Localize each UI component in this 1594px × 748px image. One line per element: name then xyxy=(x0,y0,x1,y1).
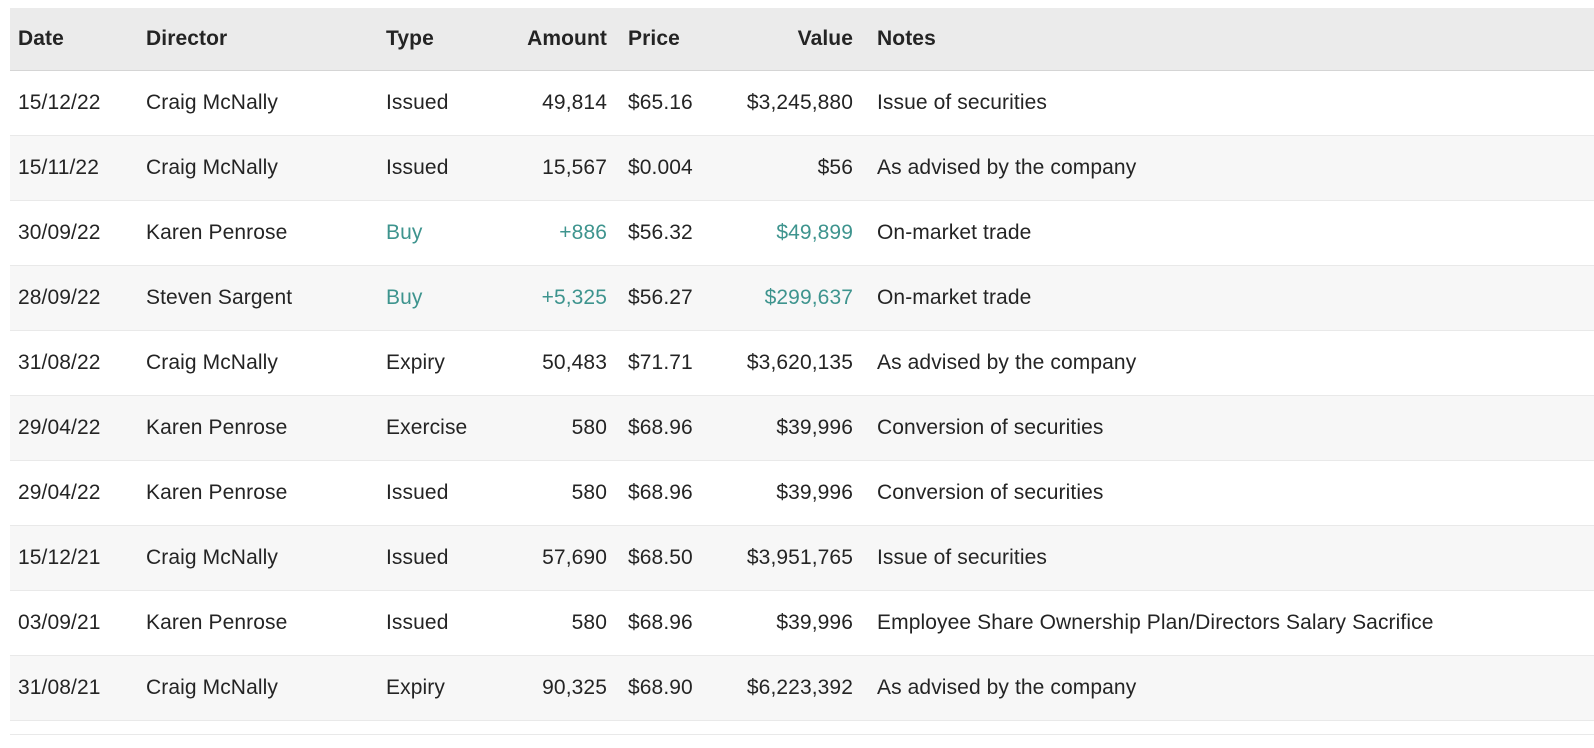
table-row: 28/09/22 Steven Sargent Buy +5,325 $56.27 $29… xyxy=(10,265,1594,331)
cell-notes: Conversion of securities xyxy=(853,395,1594,461)
cell-amount: 57,690 xyxy=(498,525,607,591)
cell-value: $39,996 xyxy=(727,395,853,461)
cell-director: Craig McNally xyxy=(146,70,386,136)
cell-value: $6,223,392 xyxy=(727,655,853,721)
cell-amount: 49,814 xyxy=(498,70,607,136)
cell-price: $65.16 xyxy=(607,70,727,136)
cell-notes: As advised by the company xyxy=(853,655,1594,721)
cell-value: $39,996 xyxy=(727,590,853,656)
cell-notes: Issue of securities xyxy=(853,70,1594,136)
table-row: 31/08/21 Craig McNally Expiry 90,325 $68.90 $… xyxy=(10,655,1594,721)
cell-director: Craig McNally xyxy=(146,655,386,721)
table-row: 15/12/21 Craig McNally Issued 57,690 $68.50 $… xyxy=(10,525,1594,591)
column-header-director: Director xyxy=(146,8,386,71)
cell-date: 29/04/22 xyxy=(10,395,146,461)
cell-amount: 580 xyxy=(498,460,607,526)
table-row: 15/11/22 Craig McNally Issued 15,567 $0.004 $… xyxy=(10,135,1594,201)
table-header-row: Date Director Type Amount Price Value Notes xyxy=(10,8,1594,71)
cell-value: $39,996 xyxy=(727,460,853,526)
cell-notes: As advised by the company xyxy=(853,135,1594,201)
cell-value: $3,245,880 xyxy=(727,70,853,136)
cell-value: $3,951,765 xyxy=(727,525,853,591)
column-header-price: Price xyxy=(607,8,727,71)
table-header: Date Director Type Amount Price Value Notes xyxy=(10,8,1594,71)
cell-director: Craig McNally xyxy=(146,330,386,396)
column-header-notes: Notes xyxy=(853,8,1594,71)
cell-price: $68.96 xyxy=(607,395,727,461)
cell-date: 28/09/22 xyxy=(10,265,146,331)
cell-price: $56.27 xyxy=(607,265,727,331)
cell-price: $71.71 xyxy=(607,330,727,396)
cell-value: $3,620,135 xyxy=(727,330,853,396)
cell-price: $68.90 xyxy=(607,655,727,721)
cell-director: Karen Penrose xyxy=(146,460,386,526)
cell-director: Karen Penrose xyxy=(146,200,386,266)
cell-date: 03/09/21 xyxy=(10,590,146,656)
cell-amount: 15,567 xyxy=(498,135,607,201)
cell-director: Karen Penrose xyxy=(146,590,386,656)
table-row: 29/04/22 Karen Penrose Exercise 580 $68.96 $3… xyxy=(10,395,1594,461)
column-header-amount: Amount xyxy=(498,8,607,71)
cell-type: Expiry xyxy=(386,655,498,721)
cell-price: $68.96 xyxy=(607,590,727,656)
cell-director: Steven Sargent xyxy=(146,265,386,331)
cell-director: Craig McNally xyxy=(146,135,386,201)
cell-date: 31/08/22 xyxy=(10,330,146,396)
cell-notes: As advised by the company xyxy=(853,330,1594,396)
table-row: 15/12/22 Craig McNally Issued 49,814 $65.16 $… xyxy=(10,70,1594,136)
cell-notes: Employee Share Ownership Plan/Directors … xyxy=(853,590,1594,656)
cell-date: 15/12/22 xyxy=(10,70,146,136)
cell-amount: 50,483 xyxy=(498,330,607,396)
cell-value: $49,899 xyxy=(727,200,853,266)
cell-price: $0.004 xyxy=(607,135,727,201)
cell-date: 29/04/22 xyxy=(10,460,146,526)
cell-amount: +886 xyxy=(498,200,607,266)
insider-transactions-table: Date Director Type Amount Price Value Notes 15… xyxy=(10,8,1594,721)
cell-value: $56 xyxy=(727,135,853,201)
cell-amount: 580 xyxy=(498,395,607,461)
cell-price: $68.50 xyxy=(607,525,727,591)
cell-amount: +5,325 xyxy=(498,265,607,331)
cell-type: Buy xyxy=(386,265,498,331)
cell-director: Craig McNally xyxy=(146,525,386,591)
table-row: 03/09/21 Karen Penrose Issued 580 $68.96 $39,… xyxy=(10,590,1594,656)
cell-date: 15/12/21 xyxy=(10,525,146,591)
cell-type: Buy xyxy=(386,200,498,266)
column-header-type: Type xyxy=(386,8,498,71)
cell-type: Exercise xyxy=(386,395,498,461)
cell-type: Issued xyxy=(386,135,498,201)
table-row: 30/09/22 Karen Penrose Buy +886 $56.32 $49,89… xyxy=(10,200,1594,266)
cell-type: Expiry xyxy=(386,330,498,396)
cell-date: 31/08/21 xyxy=(10,655,146,721)
cell-date: 30/09/22 xyxy=(10,200,146,266)
cell-price: $56.32 xyxy=(607,200,727,266)
cell-type: Issued xyxy=(386,590,498,656)
cell-amount: 90,325 xyxy=(498,655,607,721)
cell-director: Karen Penrose xyxy=(146,395,386,461)
insider-transactions-section: Date Director Type Amount Price Value Notes 15… xyxy=(10,8,1594,735)
table-row: 31/08/22 Craig McNally Expiry 50,483 $71.71 $… xyxy=(10,330,1594,396)
table-body: 15/12/22 Craig McNally Issued 49,814 $65.16 $… xyxy=(10,70,1594,721)
cell-price: $68.96 xyxy=(607,460,727,526)
column-header-date: Date xyxy=(10,8,146,71)
cell-notes: On-market trade xyxy=(853,200,1594,266)
cell-amount: 580 xyxy=(498,590,607,656)
cell-type: Issued xyxy=(386,525,498,591)
cell-date: 15/11/22 xyxy=(10,135,146,201)
cell-type: Issued xyxy=(386,70,498,136)
cell-value: $299,637 xyxy=(727,265,853,331)
next-row-top-border xyxy=(10,733,1594,735)
cell-notes: Conversion of securities xyxy=(853,460,1594,526)
cell-notes: Issue of securities xyxy=(853,525,1594,591)
table-row: 29/04/22 Karen Penrose Issued 580 $68.96 $39,… xyxy=(10,460,1594,526)
cell-notes: On-market trade xyxy=(853,265,1594,331)
cell-type: Issued xyxy=(386,460,498,526)
column-header-value: Value xyxy=(727,8,853,71)
